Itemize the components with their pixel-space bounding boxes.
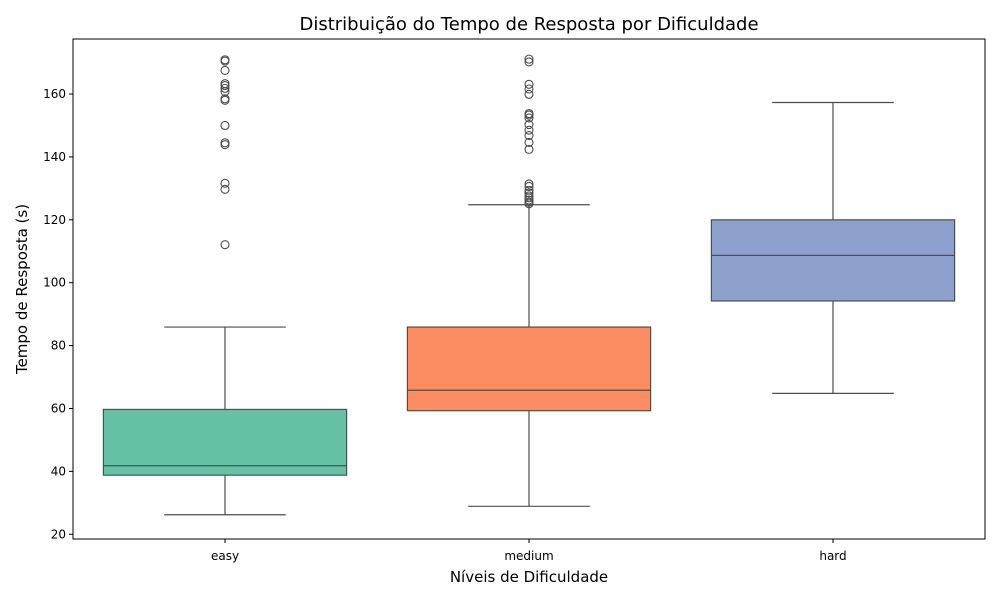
outlier-point: [220, 65, 230, 75]
outlier-point: [220, 138, 230, 148]
y-tick-label: 40: [51, 464, 66, 478]
outlier-point: [220, 178, 230, 188]
y-tick-label: 80: [51, 339, 66, 353]
outlier-point: [524, 188, 534, 198]
box-hard: [710, 219, 956, 302]
outlier-point: [220, 120, 230, 131]
y-tick-label: 120: [43, 213, 66, 227]
outlier-point: [220, 140, 230, 150]
outlier-point: [524, 195, 534, 205]
x-tick-label: hard: [819, 549, 846, 563]
y-tick-label: 100: [43, 276, 66, 290]
plot-frame: [72, 38, 986, 540]
outlier-point: [524, 79, 534, 89]
y-axis-label: Tempo de Resposta (s): [13, 204, 31, 375]
outlier-point: [524, 125, 534, 135]
outlier-point: [524, 119, 534, 130]
outlier-point: [220, 79, 230, 89]
outlier-point: [524, 130, 534, 141]
box-medium: [406, 326, 652, 412]
outlier-point: [524, 191, 534, 201]
outlier-point: [524, 197, 534, 207]
outlier-point: [524, 185, 534, 195]
outlier-point: [524, 144, 534, 154]
outlier-point: [524, 54, 534, 64]
outlier-point: [524, 179, 534, 189]
outlier-point: [524, 181, 534, 192]
x-tick-label: medium: [504, 549, 553, 563]
outlier-point: [220, 83, 230, 93]
plot-area: 20 40 60 80 100 120 140 160 easy medium hard: [43, 54, 956, 563]
outlier-point: [524, 113, 534, 123]
outlier-point: [524, 108, 534, 119]
box-easy: [102, 408, 348, 476]
y-tick-label: 20: [51, 527, 66, 541]
y-tick-label: 60: [51, 401, 66, 415]
x-axis-label: Níveis de Dificuldade: [450, 568, 608, 586]
y-tick-label: 160: [43, 87, 66, 101]
y-tick-label: 140: [43, 150, 66, 164]
chart-title: Distribuição do Tempo de Resposta por Di…: [299, 14, 758, 35]
outlier-point: [220, 240, 230, 250]
outlier-point: [220, 184, 230, 194]
outlier-point: [524, 89, 534, 99]
outlier-point: [220, 55, 230, 65]
outlier-point: [220, 94, 230, 104]
x-tick-label: easy: [211, 549, 239, 563]
outlier-point: [524, 57, 534, 67]
outlier-point: [524, 137, 534, 148]
outlier-point: [524, 84, 534, 94]
